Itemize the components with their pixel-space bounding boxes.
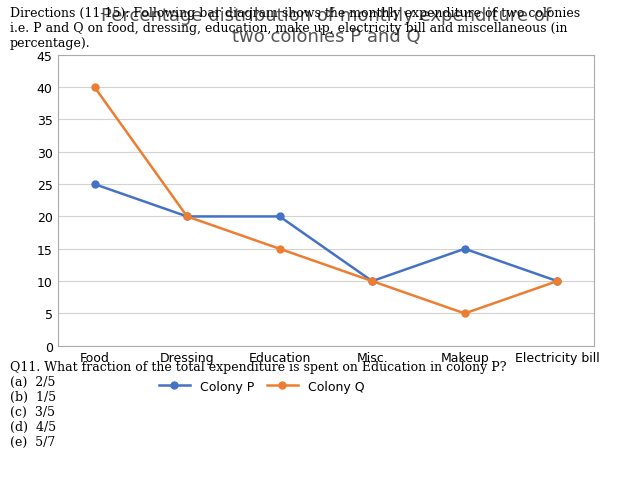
- Legend: Colony P, Colony Q: Colony P, Colony Q: [153, 375, 369, 398]
- Text: Q11. What fraction of the total expenditure is spent on Education in colony P?
(: Q11. What fraction of the total expendit…: [10, 361, 506, 448]
- Text: Directions (11-15): Following bar diagram shows the monthly expenditure of two c: Directions (11-15): Following bar diagra…: [10, 7, 580, 50]
- Title: Percentage distribution of monthly expenditure of
two colonies P and Q: Percentage distribution of monthly expen…: [101, 7, 551, 46]
